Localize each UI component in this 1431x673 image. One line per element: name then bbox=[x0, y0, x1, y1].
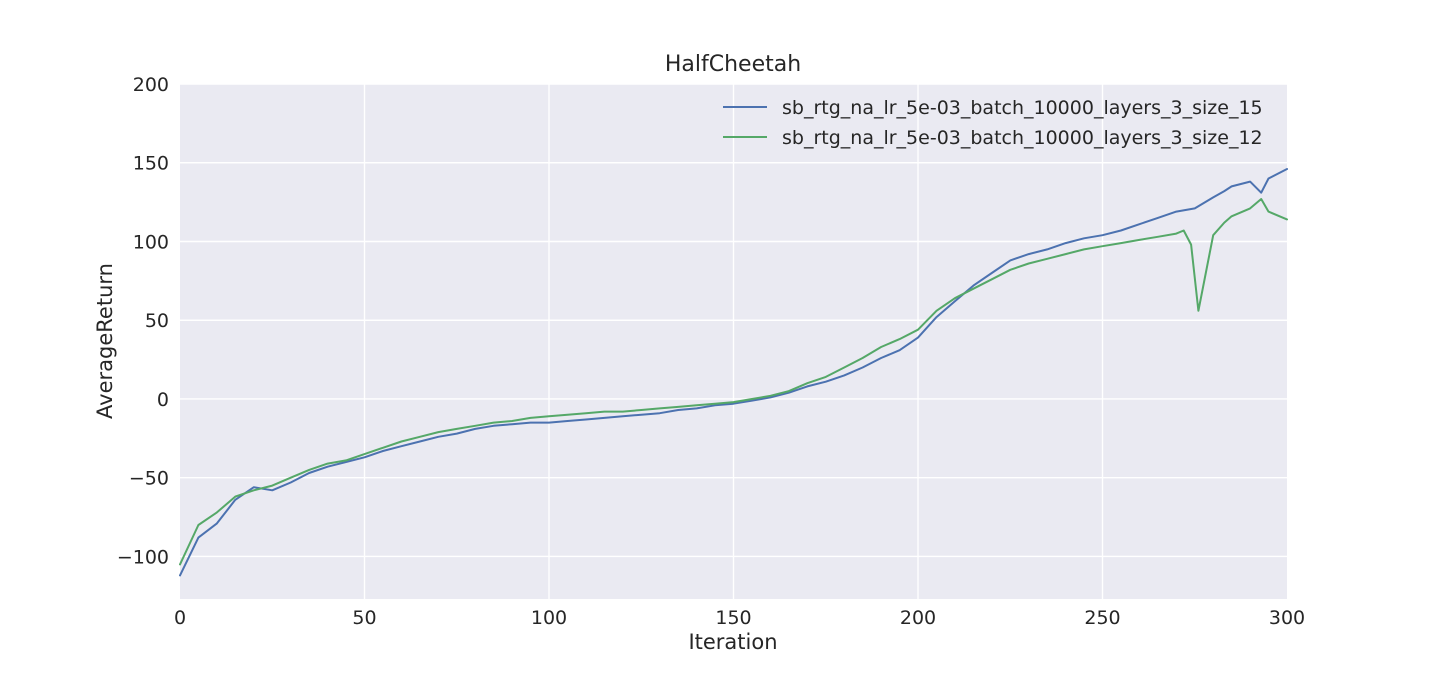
legend-label-series-1: sb_rtg_na_lr_5e-03_batch_10000_layers_3_… bbox=[782, 97, 1263, 119]
y-axis-ticks: −100 −50 0 50 100 150 200 bbox=[117, 74, 169, 568]
x-axis-label: Iteration bbox=[688, 630, 777, 654]
x-tick-label: 100 bbox=[531, 607, 567, 629]
y-tick-label: 50 bbox=[145, 310, 169, 332]
grid bbox=[180, 83, 1287, 599]
series-line-1 bbox=[179, 168, 1288, 577]
y-tick-label: 0 bbox=[157, 389, 169, 411]
y-axis-label: AverageReturn bbox=[93, 263, 117, 419]
x-tick-label: 250 bbox=[1084, 607, 1120, 629]
series-layer bbox=[179, 168, 1288, 577]
y-tick-label: −100 bbox=[117, 546, 169, 568]
x-tick-label: 0 bbox=[174, 607, 186, 629]
legend: sb_rtg_na_lr_5e-03_batch_10000_layers_3_… bbox=[723, 97, 1263, 149]
x-tick-label: 300 bbox=[1269, 607, 1305, 629]
chart-title: HalfCheetah bbox=[665, 52, 801, 77]
x-tick-label: 50 bbox=[352, 607, 376, 629]
x-axis-ticks: 0 50 100 150 200 250 300 bbox=[174, 607, 1305, 629]
y-tick-label: 200 bbox=[133, 74, 169, 96]
y-tick-label: −50 bbox=[129, 468, 169, 490]
y-tick-label: 100 bbox=[133, 231, 169, 253]
y-tick-label: 150 bbox=[133, 153, 169, 175]
legend-label-series-2: sb_rtg_na_lr_5e-03_batch_10000_layers_3_… bbox=[782, 127, 1263, 149]
series-line-2 bbox=[179, 198, 1288, 566]
x-tick-label: 150 bbox=[715, 607, 751, 629]
x-tick-label: 200 bbox=[900, 607, 936, 629]
